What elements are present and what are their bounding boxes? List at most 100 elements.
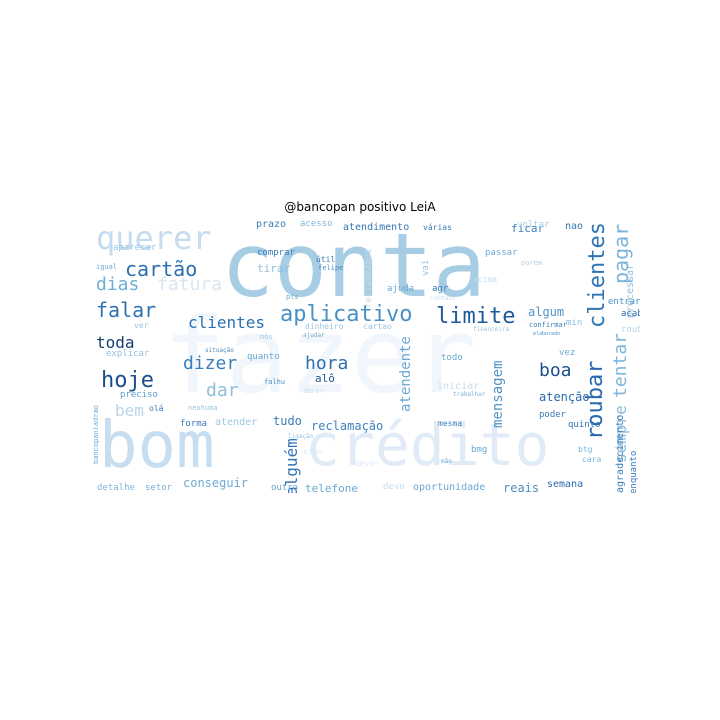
- word-nos: nós: [260, 333, 273, 341]
- word-util: útil: [316, 255, 336, 264]
- word-bom: bom: [99, 409, 215, 483]
- word-detalhe: detalhe: [97, 483, 135, 493]
- word-oportunidade: oportunidade: [413, 482, 486, 493]
- word-ola: olá: [149, 404, 164, 413]
- word-igual: igual: [96, 263, 118, 271]
- word-aplicativo: aplicativo: [280, 302, 413, 327]
- word-forma: forma: [180, 419, 208, 429]
- word-preciso: preciso: [120, 390, 158, 400]
- word-abrir: abrir: [303, 387, 325, 395]
- word-ajudar: ajudar: [303, 332, 325, 339]
- word-vez: vez: [559, 348, 576, 358]
- word-todo: todo: [441, 353, 463, 363]
- word-passar: passar: [485, 248, 518, 258]
- word-comprar: comprar: [257, 248, 295, 258]
- word-conta: conta: [221, 218, 486, 317]
- word-dinheiro: dinheiro: [305, 322, 344, 331]
- word-dizer: dizer: [183, 353, 238, 374]
- word-cartao: cartão: [125, 257, 198, 281]
- word-devo: devo: [383, 482, 405, 492]
- word-roubar-small: roubar: [621, 325, 640, 335]
- word-mesma: mesma: [438, 419, 463, 428]
- word-cara: cara: [582, 455, 602, 464]
- word-mao: mão: [441, 458, 452, 465]
- word-nenhuma: nenhuma: [188, 404, 218, 412]
- word-atendente: atendente: [398, 336, 414, 412]
- word-confirmar: confirmar: [529, 321, 567, 329]
- word-agr: agr: [432, 284, 449, 294]
- word-reais: reais: [503, 481, 540, 493]
- word-mensagem: mensagem: [490, 360, 506, 428]
- word-toda: toda: [96, 333, 135, 352]
- word-acesso: acesso: [300, 219, 333, 229]
- word-limite: limite: [436, 304, 516, 329]
- word-poder: poder: [539, 410, 567, 420]
- word-ver: ver: [134, 321, 149, 330]
- word-alo: alô: [315, 372, 335, 385]
- word-fatura: fatura: [157, 274, 223, 295]
- word-dias: dias: [96, 274, 140, 295]
- word-dever: dever: [355, 459, 380, 468]
- word-falhu: falhu: [264, 378, 286, 386]
- word-agradecimento: agradecimento: [615, 414, 626, 493]
- word-querer: querer: [96, 219, 212, 257]
- word-atencao: atenção: [539, 390, 590, 404]
- word-felipe: felipe: [318, 264, 344, 272]
- word-financeira: financeira: [473, 326, 510, 333]
- word-reclameaqui: reclameaqui: [364, 248, 374, 308]
- word-cloud: conta fazer bom crédito querer aplicativ…: [93, 218, 640, 493]
- word-quanto: quanto: [247, 352, 280, 362]
- word-credito: crédito: [305, 411, 550, 479]
- word-hoje: hoje: [101, 368, 154, 393]
- word-min: min: [566, 318, 583, 328]
- word-hora: hora: [305, 353, 349, 374]
- word-bem: bem: [115, 401, 144, 420]
- word-voltar: voltar: [517, 220, 550, 230]
- word-bmg: bmg: [471, 445, 488, 455]
- word-sigo: sigo: [303, 447, 323, 456]
- word-dar: dar: [206, 380, 239, 401]
- word-btg: btg: [578, 445, 593, 454]
- word-situacao: situação: [205, 347, 234, 354]
- word-tudo: tudo: [273, 414, 302, 428]
- word-telefone: telefone: [305, 482, 358, 493]
- word-contato: contato: [430, 295, 456, 302]
- word-quinto: quinto: [568, 420, 601, 430]
- word-atender: atender: [215, 417, 258, 428]
- word-tirar: tirar: [257, 262, 291, 275]
- word-algum: algum: [528, 305, 565, 319]
- word-semana: semana: [547, 479, 584, 490]
- word-enquanto: enquanto: [629, 450, 639, 493]
- word-bancopanladrao: bancopanladrao: [93, 404, 100, 464]
- word-acabar: acabar: [621, 309, 640, 319]
- word-tentar: tentar: [610, 332, 631, 398]
- word-ligacao: ligação: [288, 433, 314, 440]
- word-reclamacao: reclamação: [311, 419, 384, 433]
- word-atendimento: atendimento: [343, 222, 410, 233]
- word-prazo: prazo: [256, 219, 287, 230]
- word-conseguir: conseguir: [183, 476, 249, 490]
- word-clientes-2: clientes: [585, 222, 610, 328]
- word-outro: outro: [271, 483, 299, 493]
- word-aparecer: aparecer: [113, 243, 157, 253]
- word-nao: nao: [565, 221, 584, 232]
- word-explicar: explicar: [106, 349, 150, 359]
- word-clientes-1: clientes: [188, 313, 266, 332]
- chart-title: @bancopan positivo LeiA: [284, 200, 436, 214]
- word-ficar: ficar: [511, 222, 545, 235]
- word-porem: porém: [521, 259, 543, 267]
- word-boa: boa: [539, 360, 572, 381]
- word-trabalhar: trabalhar: [453, 391, 486, 398]
- word-cartao-small: cartao: [363, 322, 392, 331]
- word-iniciar: iniciar: [437, 381, 480, 392]
- word-entrar: entrar: [608, 297, 640, 307]
- word-acima: acima: [473, 275, 498, 284]
- word-falar: falar: [96, 298, 157, 322]
- word-pts: pts: [286, 293, 299, 301]
- word-setor: setor: [145, 483, 173, 493]
- word-fazer: fazer: [163, 295, 477, 417]
- word-elaborado: elaborado: [533, 331, 561, 337]
- word-varias: várias: [423, 223, 452, 232]
- word-ajuda: ajuda: [387, 284, 415, 294]
- word-vai: vai: [421, 259, 431, 276]
